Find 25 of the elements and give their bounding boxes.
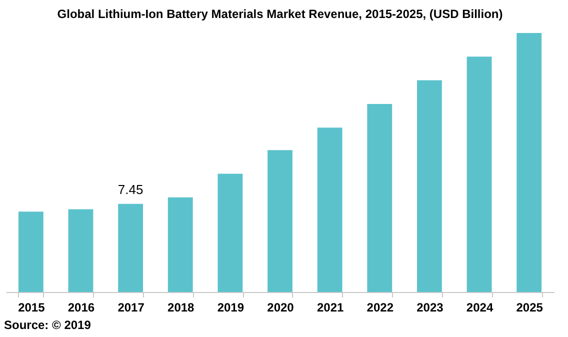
bar — [118, 204, 143, 292]
x-tick-label: 2022 — [366, 300, 394, 314]
x-tick-label: 2016 — [68, 300, 95, 314]
x-tick-label: 2021 — [316, 300, 344, 314]
x-tick-label: 2017 — [118, 300, 145, 314]
bar — [168, 197, 193, 292]
bar — [18, 212, 44, 292]
x-tick-label: 2020 — [267, 300, 294, 314]
bar — [367, 104, 392, 292]
bar — [516, 33, 542, 292]
x-tick-label: 2024 — [466, 300, 494, 314]
bar — [466, 56, 492, 292]
x-tick-label: 2019 — [217, 300, 244, 314]
bar — [268, 150, 292, 292]
x-tick-label: 2018 — [168, 300, 195, 314]
x-tick-label: 2025 — [516, 300, 544, 314]
bar — [218, 174, 243, 292]
x-tick-label: 2023 — [416, 300, 444, 314]
source-note: Source: © 2019 — [4, 318, 92, 332]
bar — [317, 128, 342, 292]
bar — [68, 209, 94, 292]
data-label: 7.45 — [118, 182, 144, 197]
bar — [417, 80, 442, 292]
chart-title: Global Lithium-Ion Battery Materials Market Revenue, 2015-2025, (USD Billion) — [57, 7, 503, 21]
x-tick-label: 2015 — [18, 300, 46, 314]
